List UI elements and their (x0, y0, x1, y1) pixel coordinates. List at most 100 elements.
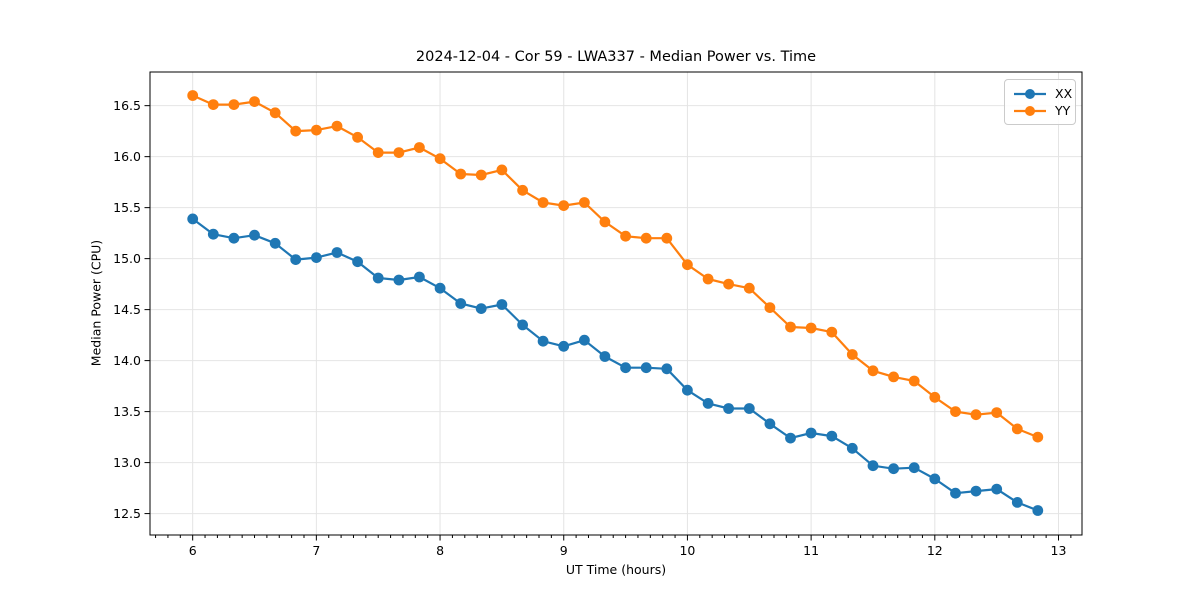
legend-item-yy: YY (1012, 102, 1075, 118)
series-yy-marker (496, 164, 508, 176)
series-yy-marker (970, 409, 982, 421)
series-yy-marker (228, 99, 240, 110)
y-axis-label: Median Power (CPU) (88, 239, 104, 367)
series-xx-marker (290, 254, 302, 265)
series-yy-marker (311, 124, 322, 136)
series-xx-marker (352, 256, 363, 268)
x-tick-label: 12 (927, 543, 943, 558)
series-yy-marker (331, 120, 343, 132)
series-yy-marker (537, 197, 549, 208)
series-xx-marker (867, 460, 879, 472)
series-xx-marker (311, 252, 322, 263)
series-xx-marker (702, 398, 714, 409)
series-xx-marker (496, 299, 508, 310)
series-yy-marker (846, 349, 858, 360)
series-yy-marker (950, 406, 961, 417)
y-tick-label: 16.0 (113, 149, 141, 164)
series-yy-marker (434, 153, 446, 165)
series-yy-marker (743, 282, 755, 294)
series-xx-marker (950, 487, 961, 499)
series-xx-marker (805, 427, 817, 439)
series-xx-marker (723, 403, 734, 414)
y-tick-label: 16.5 (113, 98, 141, 113)
series-yy-marker (929, 391, 941, 403)
series-yy-marker (352, 131, 363, 143)
legend-line-sample-yy (1014, 105, 1046, 116)
x-tick-label: 8 (436, 543, 444, 558)
legend-label-xx: XX (1055, 85, 1073, 101)
y-tick-label: 13.5 (113, 404, 141, 419)
legend-label-yy: YY (1055, 102, 1071, 118)
series-xx-marker (187, 213, 199, 225)
series-xx-marker (579, 334, 590, 346)
chart-title: 2024-12-04 - Cor 59 - LWA337 - Median Po… (415, 49, 817, 65)
y-tick-label: 14.0 (113, 353, 141, 368)
series-xx-marker (640, 362, 652, 374)
series-yy-marker (1032, 431, 1044, 443)
series-yy-marker (599, 216, 611, 228)
series-yy-marker (785, 321, 796, 333)
series-yy-marker (393, 147, 405, 159)
series-yy-marker (187, 90, 199, 101)
y-tick-label: 15.5 (113, 200, 141, 215)
series-xx-marker (249, 229, 260, 241)
series-xx-marker (1032, 505, 1044, 516)
series-xx-marker (826, 430, 838, 442)
series-yy-marker (620, 230, 631, 242)
series-xx-marker (846, 442, 858, 454)
series-yy-marker (764, 302, 776, 313)
y-tick-label: 13.0 (113, 455, 141, 470)
series-xx-marker (558, 340, 570, 352)
legend-line-sample-xx (1014, 88, 1046, 99)
series-yy-marker (1011, 423, 1023, 435)
series-yy-marker (805, 322, 817, 334)
series-xx-marker (331, 247, 343, 258)
series-xx-marker (372, 272, 384, 284)
series-xx-marker (929, 473, 941, 485)
legend-item-xx: XX (1012, 85, 1075, 101)
x-tick-label: 11 (803, 543, 819, 558)
series-xx-marker (228, 232, 240, 244)
series-yy-marker (640, 232, 652, 244)
x-tick-label: 7 (312, 543, 320, 558)
series-yy-marker (455, 168, 467, 180)
axes-spines (149, 71, 1083, 536)
series-xx-marker (682, 384, 693, 396)
series-yy-marker (661, 232, 673, 244)
series-yy-marker (908, 375, 920, 387)
series-yy-marker (682, 259, 693, 271)
series-yy-line (191, 94, 1039, 439)
series-yy-marker (290, 125, 302, 137)
series-xx-marker (517, 319, 528, 331)
x-tick-label: 10 (679, 543, 695, 558)
series-xx-marker (537, 335, 549, 347)
series-yy-marker (826, 326, 838, 338)
series-yy-marker (991, 407, 1003, 418)
legend: XX YY (1004, 79, 1076, 125)
series-xx-marker (888, 463, 899, 475)
y-tick-label: 12.5 (113, 506, 141, 521)
series-xx-marker (599, 351, 611, 362)
series-xx-marker (414, 271, 425, 283)
series-yy-marker (249, 96, 260, 107)
series-xx-marker (785, 432, 796, 444)
series-xx-marker (269, 237, 281, 249)
series-yy-marker (269, 107, 281, 119)
series-xx-marker (455, 298, 467, 309)
series-xx-marker (207, 228, 219, 240)
series-yy-marker (888, 371, 899, 383)
series-yy-marker (475, 169, 487, 181)
x-tick-label: 9 (560, 543, 568, 558)
series-yy-marker (372, 147, 384, 159)
series-yy-marker (723, 278, 734, 290)
series-xx-marker (393, 274, 405, 286)
series-yy-marker (207, 99, 219, 110)
x-tick-label: 6 (189, 543, 197, 558)
series-xx-marker (991, 483, 1003, 495)
x-axis-label: UT Time (hours) (565, 562, 667, 577)
series-xx-marker (743, 403, 755, 414)
series-xx-marker (661, 363, 673, 375)
series-yy-marker (414, 142, 425, 153)
